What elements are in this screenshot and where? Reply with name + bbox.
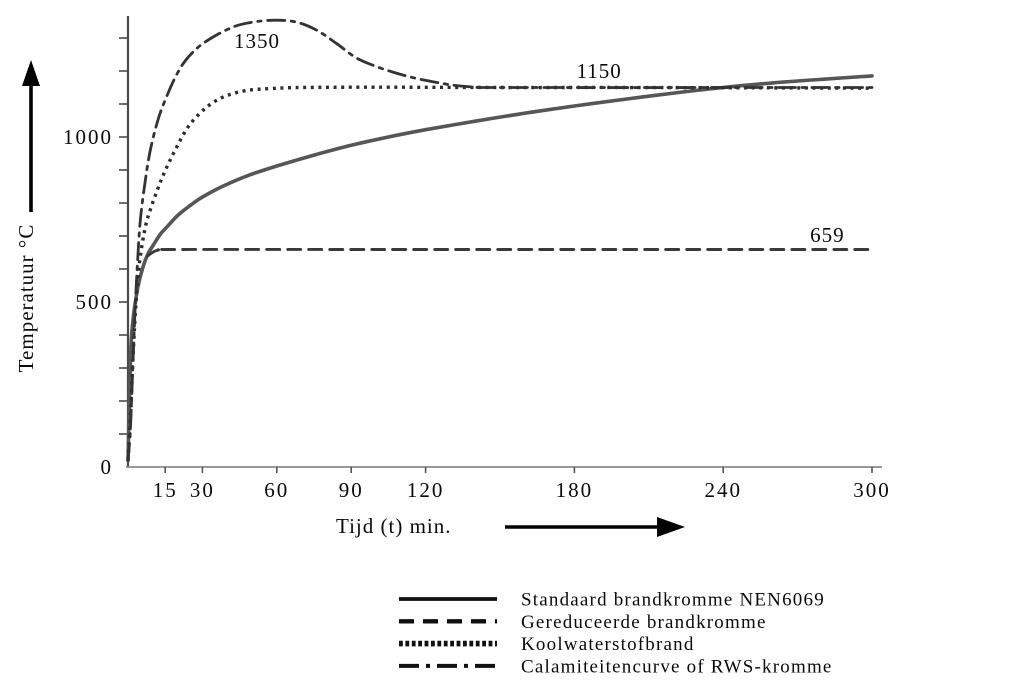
up-arrow-icon <box>22 60 40 86</box>
legend-item-rws: Calamiteitencurve of RWS-kromme <box>399 656 833 677</box>
curve-standard <box>126 74 874 463</box>
annotations: 1350 1150 659 <box>234 29 845 247</box>
x-ticks <box>164 467 873 473</box>
x-tick-label: 90 <box>339 478 364 502</box>
legend-label: Koolwaterstofbrand <box>521 634 695 655</box>
x-tick-label: 30 <box>190 478 215 502</box>
curves <box>126 18 874 463</box>
axes: 0 500 1000 15 30 60 90 120 180 240 300 <box>63 16 891 502</box>
curve-hydrocarbon <box>126 85 873 461</box>
y-ticks <box>119 37 128 435</box>
curve-rws <box>126 18 874 462</box>
x-axis-label: Tijd (t) min. <box>336 514 452 538</box>
legend-label: Standaard brandkromme NEN6069 <box>521 590 825 611</box>
x-tick-labels: 15 30 60 90 120 180 240 300 <box>153 478 891 502</box>
x-tick-label: 15 <box>153 478 178 502</box>
y-tick-labels: 0 500 1000 <box>63 125 114 479</box>
legend-item-hydrocarbon: Koolwaterstofbrand <box>399 634 695 655</box>
annotation-659: 659 <box>810 223 845 247</box>
legend-label: Gereduceerde brandkromme <box>521 612 767 633</box>
x-tick-label: 120 <box>407 478 445 502</box>
x-axis-arrow <box>505 517 685 537</box>
legend-label: Calamiteitencurve of RWS-kromme <box>521 656 833 677</box>
y-tick-label: 0 <box>101 455 114 479</box>
x-tick-label: 240 <box>704 478 742 502</box>
x-tick-label: 60 <box>264 478 289 502</box>
right-arrow-icon <box>657 517 685 537</box>
x-tick-label: 180 <box>556 478 594 502</box>
y-tick-label: 500 <box>76 290 114 314</box>
legend-item-reduced: Gereduceerde brandkromme <box>399 612 767 633</box>
x-tick-label: 300 <box>853 478 891 502</box>
annotation-1350: 1350 <box>234 29 280 53</box>
y-tick-label: 1000 <box>63 125 113 149</box>
annotation-1150: 1150 <box>577 59 622 83</box>
legend: Standaard brandkromme NEN6069Gereduceerd… <box>399 590 833 677</box>
curve-reduced <box>146 248 874 258</box>
y-axis-arrow <box>22 60 40 212</box>
y-axis-label: Temperatuur °C <box>14 224 38 373</box>
legend-item-standard: Standaard brandkromme NEN6069 <box>399 590 825 611</box>
